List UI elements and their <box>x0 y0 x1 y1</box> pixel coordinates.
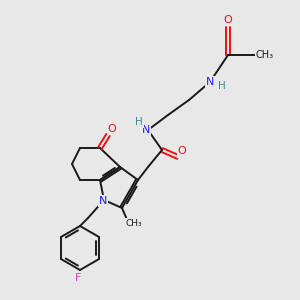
Text: N: N <box>206 77 214 87</box>
Text: O: O <box>224 15 232 25</box>
Text: N: N <box>142 125 150 135</box>
Text: CH₃: CH₃ <box>126 220 142 229</box>
Text: H: H <box>135 117 143 127</box>
Text: F: F <box>75 273 81 283</box>
Text: CH₃: CH₃ <box>256 50 274 60</box>
Text: O: O <box>108 124 116 134</box>
Text: O: O <box>178 146 186 156</box>
Text: H: H <box>218 81 226 91</box>
Text: N: N <box>99 196 107 206</box>
